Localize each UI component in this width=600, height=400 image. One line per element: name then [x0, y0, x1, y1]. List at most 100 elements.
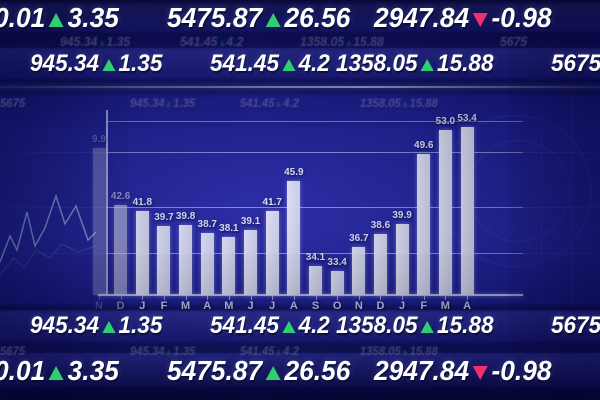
ticker-value: 945.34	[30, 312, 100, 339]
chart-bar	[92, 147, 106, 295]
axis-tick	[293, 295, 295, 300]
ticker-value: 5475.87	[167, 355, 263, 386]
ticker-item: 5675	[551, 50, 600, 78]
ticker-item: 5675	[0, 344, 25, 358]
axis-tick	[142, 295, 144, 300]
ticker-item: 2947.84 -0.98	[374, 355, 552, 387]
ticker-value: 1358.05	[360, 96, 401, 110]
ticker-value: 5675	[0, 344, 26, 358]
month-label: F	[420, 300, 428, 312]
ticker-value: 541.45	[240, 96, 275, 110]
ticker-change: 1.35	[118, 50, 163, 77]
chart-gridline	[106, 152, 523, 153]
bar-value-label: 53.0	[435, 115, 456, 127]
ticker-value: 0.01	[0, 355, 46, 386]
ticker-change: 4.2	[283, 344, 299, 358]
up-arrow-icon	[282, 321, 296, 333]
ticker-item: 945.34 1.35	[130, 344, 195, 358]
ticker-item: 541.45 4.2	[240, 96, 299, 110]
bar-value-label: 49.6	[414, 140, 434, 152]
axis-tick	[185, 295, 187, 300]
up-arrow-icon	[166, 101, 172, 107]
axis-tick	[315, 295, 317, 300]
chart-bar	[287, 180, 301, 295]
ticker-value: 2947.84	[374, 355, 470, 386]
ticker-item: 1358.05 15.88	[300, 34, 384, 49]
up-arrow-icon	[48, 13, 64, 27]
ticker-item: 1358.05 15.88	[360, 344, 438, 358]
axis-tick	[272, 295, 274, 300]
ticker-change: 4.2	[298, 312, 330, 339]
month-label: O	[332, 300, 342, 312]
month-label: J	[269, 300, 276, 312]
ticker-row-bottom-1: 945.34 1.35 541.45 4.2 1358.05 15.88 5675	[0, 312, 600, 342]
ticker-value: 541.45	[180, 34, 218, 49]
month-label: A	[289, 300, 298, 312]
ticker-change: 4.2	[226, 34, 244, 49]
ticker-value: 5675	[500, 34, 528, 49]
ticker-value: 1358.05	[300, 34, 345, 49]
ticker-value: 945.34	[130, 344, 165, 358]
ticker-item: 1358.05 15.88	[336, 312, 493, 340]
chart-bar	[200, 232, 214, 295]
month-label: J	[399, 300, 406, 312]
ticker-change: 15.88	[437, 312, 494, 339]
bar-value-label: 53.4	[457, 112, 477, 124]
ticker-change: 3.35	[67, 355, 119, 386]
ticker-change: 26.56	[284, 355, 351, 386]
chart-bar	[438, 129, 452, 295]
chart-bar	[373, 233, 387, 295]
month-label: A	[203, 300, 212, 312]
ticker-row-top-2: 945.34 1.35 541.45 4.2 1358.05 15.88 5675	[0, 50, 600, 80]
chart-baseline	[98, 294, 523, 296]
up-arrow-icon	[99, 40, 105, 46]
bar-value-label: 45.9	[284, 166, 304, 178]
chart-bar	[135, 210, 149, 295]
up-arrow-icon	[402, 349, 408, 355]
ticker-value: 1358.05	[360, 344, 401, 358]
ticker-value: 5675	[551, 50, 600, 77]
chart-y-axis	[106, 110, 108, 295]
month-label: F	[160, 300, 168, 312]
down-arrow-icon	[472, 366, 488, 380]
ticker-item: 1358.05 15.88	[360, 96, 438, 110]
ticker-item: 945.34 1.35	[60, 34, 130, 49]
ticker-item: 5675	[551, 312, 600, 340]
ticker-change: 15.88	[409, 344, 438, 358]
up-arrow-icon	[219, 40, 225, 46]
ticker-item: 945.34 1.35	[30, 312, 162, 340]
ticker-change: 1.35	[173, 96, 196, 110]
left-sparkline	[0, 193, 97, 276]
ticker-change: 4.2	[283, 96, 299, 110]
axis-tick	[163, 295, 165, 300]
bar-value-label: 39.9	[392, 210, 412, 222]
ticker-change: -0.98	[491, 2, 552, 33]
month-label: J	[247, 300, 254, 312]
up-arrow-icon	[276, 101, 282, 107]
axis-tick	[250, 295, 252, 300]
ticker-change: -0.98	[491, 355, 552, 386]
bar-value-label: 9.9	[92, 133, 106, 145]
axis-tick	[207, 295, 209, 300]
down-arrow-icon	[472, 13, 488, 27]
ticker-change: 3.35	[67, 2, 119, 33]
bar-value-label: 38.6	[370, 219, 391, 231]
ticker-value: 541.45	[210, 312, 280, 339]
bar-value-label: 34.1	[305, 252, 326, 264]
ticker-value: 1358.05	[336, 312, 418, 339]
chart-bar	[244, 230, 258, 295]
chart-gridline	[106, 207, 523, 208]
up-arrow-icon	[420, 59, 434, 71]
up-arrow-icon	[282, 59, 296, 71]
chart-bar	[352, 247, 366, 295]
chart-bar	[265, 211, 279, 295]
bar-value-label: 33.4	[327, 257, 347, 269]
month-label: M	[224, 300, 234, 312]
ticker-item: 5675	[500, 34, 527, 49]
ticker-item: 945.34 1.35	[30, 50, 162, 78]
axis-tick	[423, 295, 425, 300]
ticker-item: 945.34 1.35	[130, 96, 195, 110]
chart-bar	[179, 224, 193, 295]
ticker-value: 2947.84	[374, 2, 470, 33]
